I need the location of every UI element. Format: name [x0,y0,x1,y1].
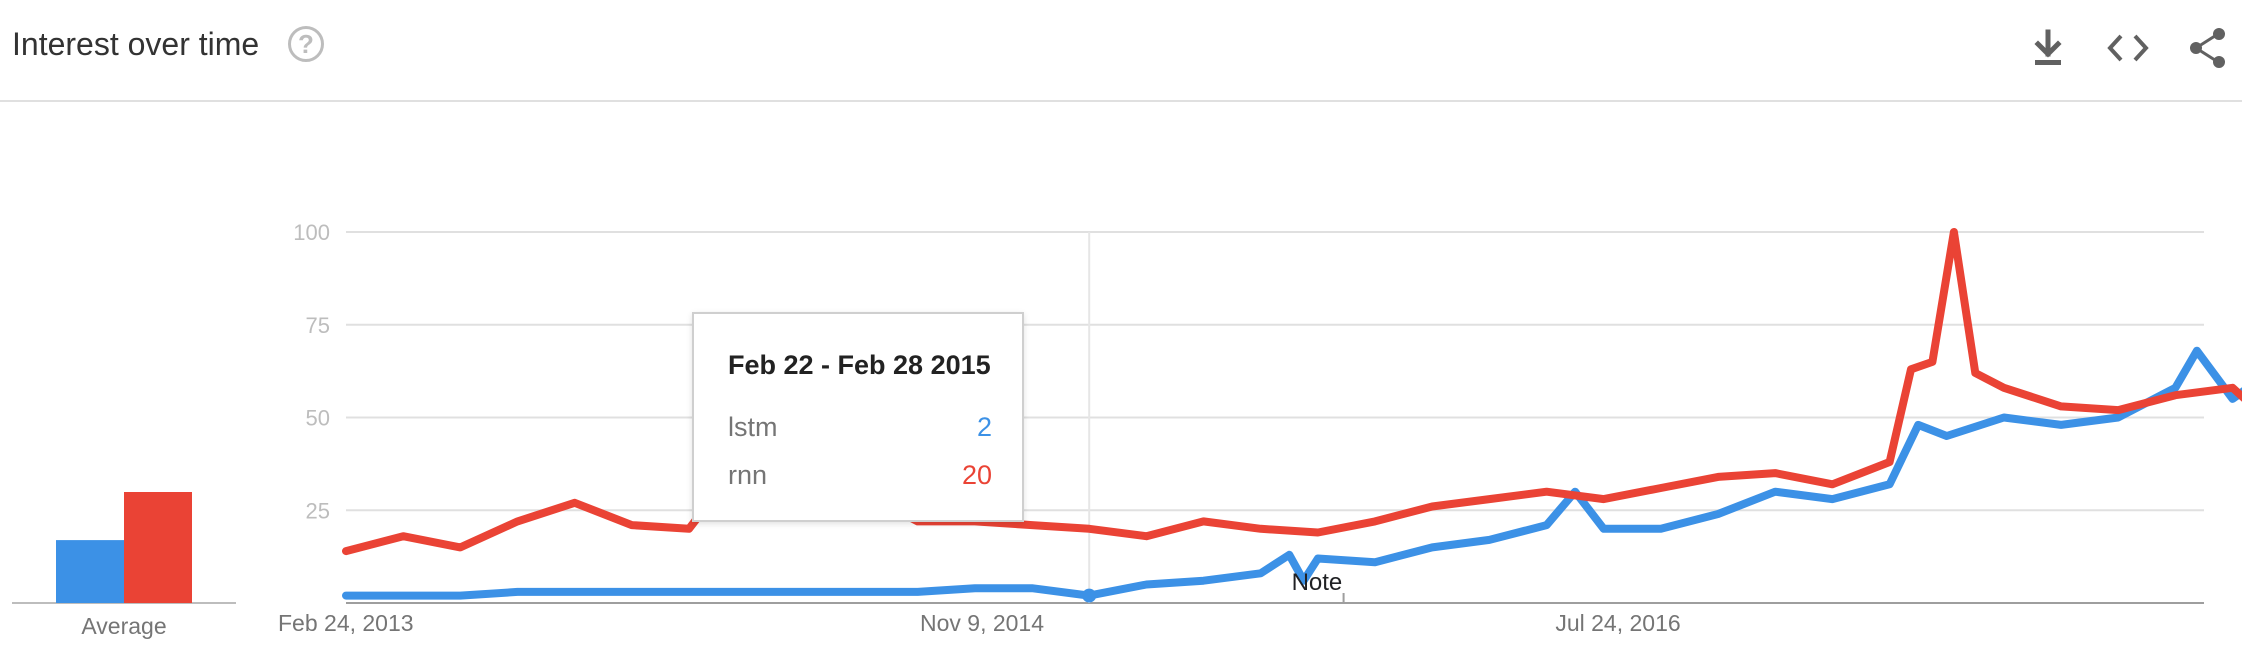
hover-point [1082,588,1097,603]
tooltip-value: 20 [961,460,992,490]
x-tick-label: Jul 24, 2016 [1555,610,1680,636]
y-tick-label: 100 [293,220,330,245]
series-line-lstm [342,346,2242,600]
tooltip-label: rnn [728,460,768,490]
chart-tooltip: Feb 22 - Feb 28 2015 lstm 2 rnn 20 [692,312,1024,522]
x-tick-label: Feb 24, 2013 [278,610,414,636]
note-annotation[interactable]: Note [1292,569,1345,603]
average-bar-rnn [124,492,192,603]
y-tick-label: 25 [306,498,330,523]
average-bar-lstm [56,540,124,603]
tooltip-title: Feb 22 - Feb 28 2015 [728,350,991,380]
tooltip-value: 2 [976,412,992,442]
tooltip-row-lstm: lstm 2 [728,412,992,443]
chart-header: Interest over time ? [0,0,2242,102]
help-icon[interactable]: ? [288,26,324,62]
tooltip-row-rnn: rnn 20 [728,460,992,491]
embed-code-icon[interactable] [2104,24,2152,72]
note-label[interactable]: Note [1292,569,1343,596]
average-label: Average [81,613,166,639]
x-tick-label: Nov 9, 2014 [920,610,1044,636]
series-line-rnn [342,228,2242,556]
chart-title: Interest over time [12,26,260,62]
average-chart: Average [12,492,236,639]
x-axis-ticks: Feb 24, 2013 Nov 9, 2014 Jul 24, 2016 [278,610,1681,636]
y-tick-label: 50 [306,406,330,431]
share-icon[interactable] [2184,24,2232,72]
tooltip-label: lstm [728,412,778,442]
download-icon[interactable] [2024,24,2072,72]
chart-grid: 25 50 75 100 [293,220,2204,604]
y-tick-label: 75 [306,313,330,338]
